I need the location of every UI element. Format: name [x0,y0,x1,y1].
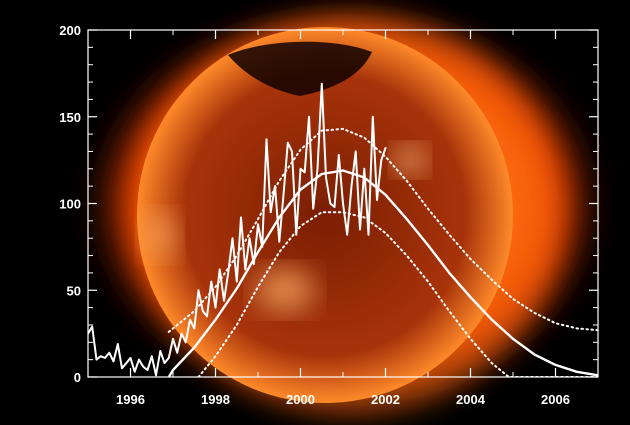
coronal-hole [228,41,372,96]
active-region [255,268,315,312]
x-tick-label: 2006 [541,392,570,407]
series-layer [88,82,598,377]
x-tick-label: 1998 [201,392,230,407]
series-line-smooth-fit [167,169,598,377]
sun-disk [137,27,513,403]
active-region [142,213,178,257]
y-tick-label: 100 [59,197,81,212]
axis-ticks: 1996 1998 2000 2002 2004 2006 0 50 100 150 200 [59,23,599,407]
series-line-sunspot-number [88,82,387,377]
x-tick-label: 2004 [456,392,486,407]
active-region [394,146,426,174]
y-tick-label: 150 [59,110,81,125]
series-line-dotted-lower [197,211,598,377]
x-tick-label: 2000 [286,392,315,407]
series-line-dotted-upper [167,127,598,333]
y-tick-label: 50 [67,283,81,298]
x-tick-label: 2002 [371,392,400,407]
x-tick-label: 1996 [116,392,145,407]
y-tick-label: 200 [59,23,81,38]
y-tick-label: 0 [74,370,81,385]
